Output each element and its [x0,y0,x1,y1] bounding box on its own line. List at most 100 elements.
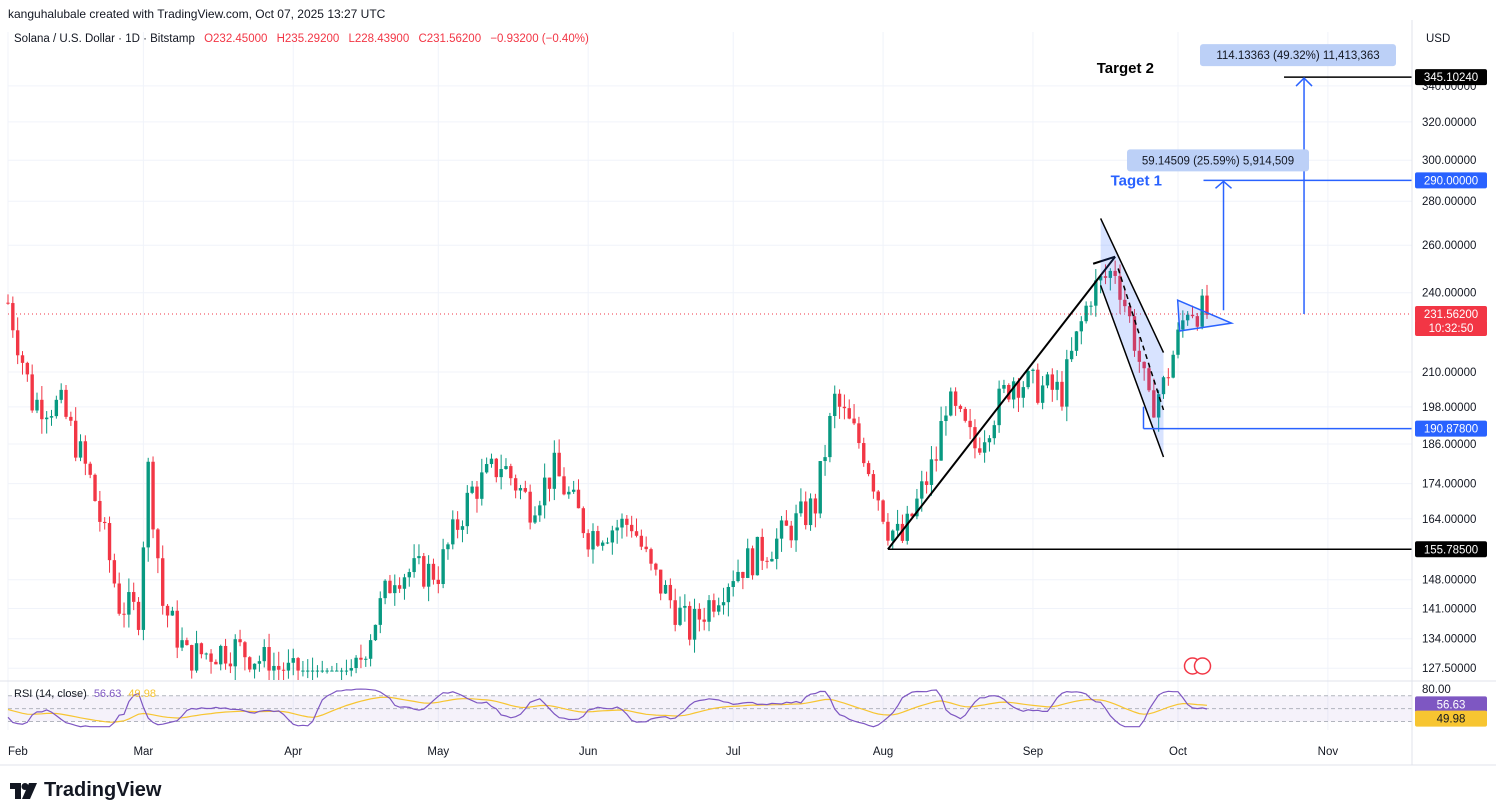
y-tick-label: 260.00000 [1422,240,1476,252]
x-tick-label: Jul [726,746,741,758]
candle-body [431,563,436,580]
candle-body [252,663,257,670]
candle-body [634,531,639,536]
candle-body [1026,370,1030,388]
candle-body [194,643,199,671]
rsi-legend[interactable]: RSI (14, close) 56.63 49.98 [14,688,156,700]
price-label-bg [1415,69,1487,86]
candle-body [1016,381,1021,398]
candle-body [910,513,914,517]
currency-selector[interactable]: USD [1426,33,1451,45]
candle-body [407,572,411,578]
candle-body [15,330,20,356]
candle-body [281,669,286,671]
candle-body [20,355,25,363]
candle-body [25,362,30,375]
candle-body [1156,394,1161,418]
candle-body [451,519,455,545]
candle-body [54,399,59,417]
candle-body [1055,381,1059,390]
candle-body [837,393,842,407]
candle-body [151,461,155,530]
candle-body [1205,295,1209,315]
target2-label: Target 2 [1097,60,1154,77]
candle-body [610,530,615,543]
candle-body [494,458,498,478]
candle-body [944,415,948,422]
candle-body [470,486,474,493]
measure-text-target1: 59.14509 (25.59%) 5,914,509 [1142,155,1294,167]
candle-body [895,523,900,531]
candle-body [223,645,228,664]
candle-body [214,661,218,665]
rsi-tick-label: 80.00 [1422,684,1451,696]
candle-body [852,418,856,424]
candle-body [775,538,779,559]
candle-body [1074,331,1079,351]
price-label-bg [1415,305,1487,322]
candle-body [35,399,39,411]
candle-body [871,474,876,492]
rsi-line [7,688,1208,728]
candle-body [122,613,126,615]
candle-body [349,668,353,671]
candle-body [663,584,668,594]
candle-body [204,653,208,655]
candle-body [141,547,146,630]
x-tick-label: May [427,746,449,758]
candle-body [6,302,10,304]
candle-body [992,425,996,439]
candle-body [1108,270,1113,278]
economic-event-icon [1193,657,1212,675]
y-tick-label: 210.00000 [1422,367,1476,379]
candle-body [1002,385,1006,389]
candle-body [59,389,63,400]
candle-body [644,546,648,550]
candle-body [746,548,750,578]
candle-body [900,523,905,541]
candle-body [354,657,358,669]
candle-body [69,416,73,421]
candle-body [1118,275,1122,300]
candle-body [886,521,890,541]
candle-body [339,670,344,672]
x-tick-label: Mar [133,746,153,758]
rsi-ma-value-tag: 49.98 [1437,714,1466,726]
candle-body [238,639,242,643]
x-tick-label: Jun [579,746,598,758]
candle-body [862,443,866,464]
candle-body [683,605,687,608]
candle-body [726,586,731,603]
candle-body [789,525,793,541]
candle-body [920,481,924,499]
x-tick-label: Aug [873,746,893,758]
price-label: 190.87800 [1424,424,1478,436]
symbol-title[interactable]: Solana / U.S. Dollar · 1D · Bitstamp [14,33,195,45]
candle-body [277,665,281,670]
candle-body [813,498,818,514]
tradingview-logo-icon [10,782,37,799]
candle-body [388,580,392,594]
symbol-header: Solana / U.S. Dollar · 1D · Bitstamp O23… [14,33,595,45]
ohlc-change: −0.93200 (−0.40%) [490,33,589,45]
candle-body [1069,350,1074,360]
flag-upper-line [1099,218,1165,353]
candle-body [484,464,489,473]
candle-body [741,571,745,578]
candle-body [552,452,557,489]
x-tick-label: Apr [284,746,302,758]
candle-body [78,441,83,458]
candle-body [784,520,789,526]
candle-body [963,408,967,421]
candle-body [359,657,363,660]
candle-body [876,491,880,501]
ohlc-low: L228.43900 [348,33,410,45]
pennant-triangle [1176,299,1235,332]
candle-body [562,476,566,495]
tradingview-logo[interactable]: TradingView [10,779,161,802]
candle-body [103,521,107,524]
candle-body [30,374,34,411]
measure-box-target1 [1127,149,1309,172]
candle-body [702,619,706,622]
